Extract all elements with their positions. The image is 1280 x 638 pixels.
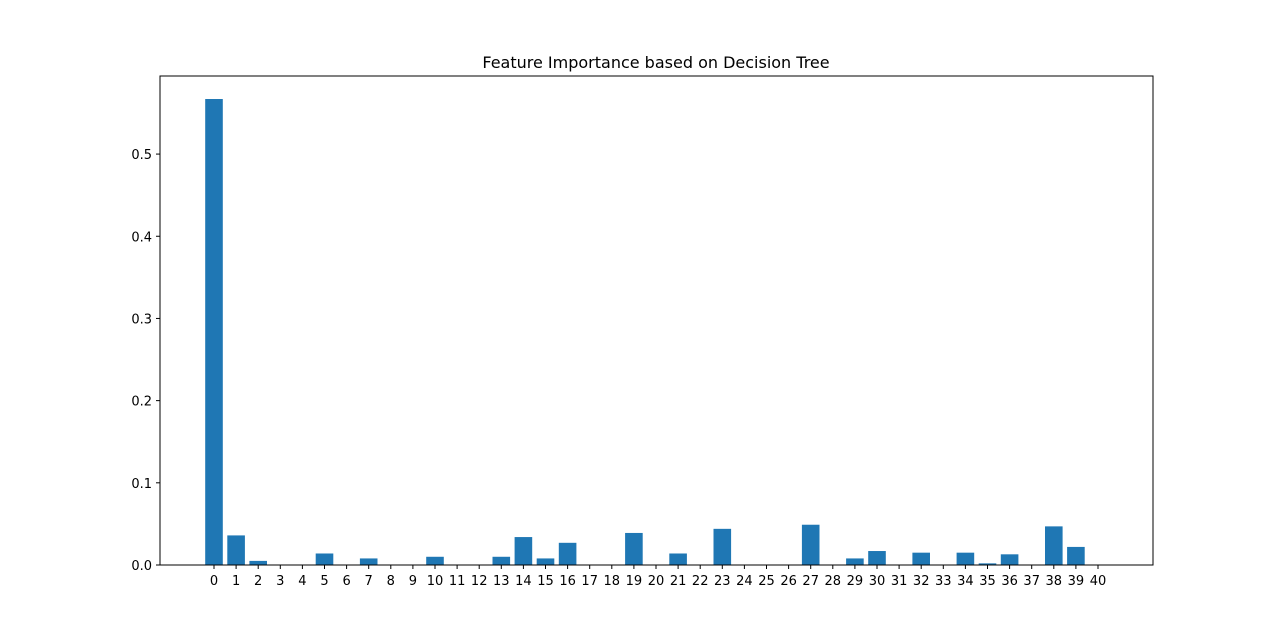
bar-39	[1067, 546, 1085, 565]
bar-0	[205, 99, 223, 565]
x-tick-label: 32	[913, 574, 930, 589]
x-tick-label: 6	[342, 574, 350, 589]
bar-32	[912, 552, 930, 565]
bar-10	[426, 556, 444, 565]
y-tick-label: 0.1	[131, 477, 152, 492]
x-tick-label: 23	[714, 574, 731, 589]
bar-14	[514, 537, 533, 565]
x-tick-label: 29	[847, 574, 864, 589]
chart-title: Feature Importance based on Decision Tre…	[482, 53, 829, 72]
axes-frame	[159, 75, 1154, 566]
x-tick-label: 9	[409, 574, 417, 589]
bar-36	[1000, 554, 1019, 565]
x-tick-label: 3	[276, 574, 284, 589]
bar-16	[558, 542, 577, 565]
x-tick-label: 39	[1068, 574, 1085, 589]
bar-38	[1045, 526, 1063, 565]
bar-27	[801, 524, 820, 565]
x-tick-label: 15	[537, 574, 554, 589]
y-tick-label: 0.4	[131, 230, 152, 245]
x-tick-label: 18	[604, 574, 621, 589]
x-tick-label: 17	[581, 574, 598, 589]
x-tick-label: 34	[957, 574, 974, 589]
x-tick-label: 26	[780, 574, 797, 589]
x-axis-ticks: 0 1 2 3 4 5 6 7 8 9 10 11 12 13 14 15 16 17 18 19 20 21 22 23 24…	[210, 565, 1106, 589]
x-tick-label: 4	[298, 574, 306, 589]
bar-35	[978, 563, 997, 565]
x-tick-label: 24	[736, 574, 753, 589]
x-tick-label: 20	[648, 574, 665, 589]
x-tick-label: 33	[935, 574, 952, 589]
bar-30	[868, 551, 886, 565]
x-tick-label: 25	[758, 574, 775, 589]
x-tick-label: 35	[979, 574, 996, 589]
x-tick-label: 37	[1023, 574, 1040, 589]
bar-23	[713, 528, 732, 565]
bar-7	[359, 558, 378, 565]
bar-21	[669, 553, 687, 565]
x-tick-label: 31	[891, 574, 908, 589]
x-tick-label: 16	[559, 574, 576, 589]
bar-13	[492, 556, 511, 565]
x-tick-label: 27	[802, 574, 819, 589]
y-tick-label: 0.2	[131, 395, 152, 410]
bar-29	[846, 558, 864, 565]
y-tick-label: 0.5	[131, 148, 152, 163]
x-tick-label: 19	[626, 574, 643, 589]
x-tick-label: 21	[670, 574, 687, 589]
bar-2	[249, 560, 267, 565]
bar-19	[625, 532, 643, 565]
x-tick-label: 28	[825, 574, 842, 589]
x-tick-label: 14	[515, 574, 532, 589]
x-tick-label: 13	[493, 574, 510, 589]
x-tick-label: 2	[254, 574, 262, 589]
bar-15	[536, 558, 555, 565]
y-tick-label: 0.3	[131, 312, 152, 327]
x-tick-label: 30	[869, 574, 886, 589]
x-tick-label: 5	[320, 574, 328, 589]
bar-1	[227, 535, 245, 565]
x-tick-label: 7	[365, 574, 373, 589]
x-tick-label: 10	[427, 574, 444, 589]
x-tick-label: 1	[232, 574, 240, 589]
x-tick-label: 12	[471, 574, 488, 589]
x-tick-label: 22	[692, 574, 709, 589]
bar-34	[956, 552, 975, 565]
x-tick-label: 0	[210, 574, 218, 589]
x-tick-label: 38	[1046, 574, 1063, 589]
bar-5	[315, 553, 334, 565]
y-tick-label: 0.0	[131, 559, 152, 574]
x-tick-label: 11	[449, 574, 466, 589]
x-tick-label: 36	[1001, 574, 1018, 589]
y-axis-ticks: 0.0 0.1 0.2 0.3 0.4 0.5	[131, 148, 160, 574]
bars-group	[205, 99, 1085, 565]
x-tick-label: 8	[387, 574, 395, 589]
x-tick-label: 40	[1090, 574, 1107, 589]
